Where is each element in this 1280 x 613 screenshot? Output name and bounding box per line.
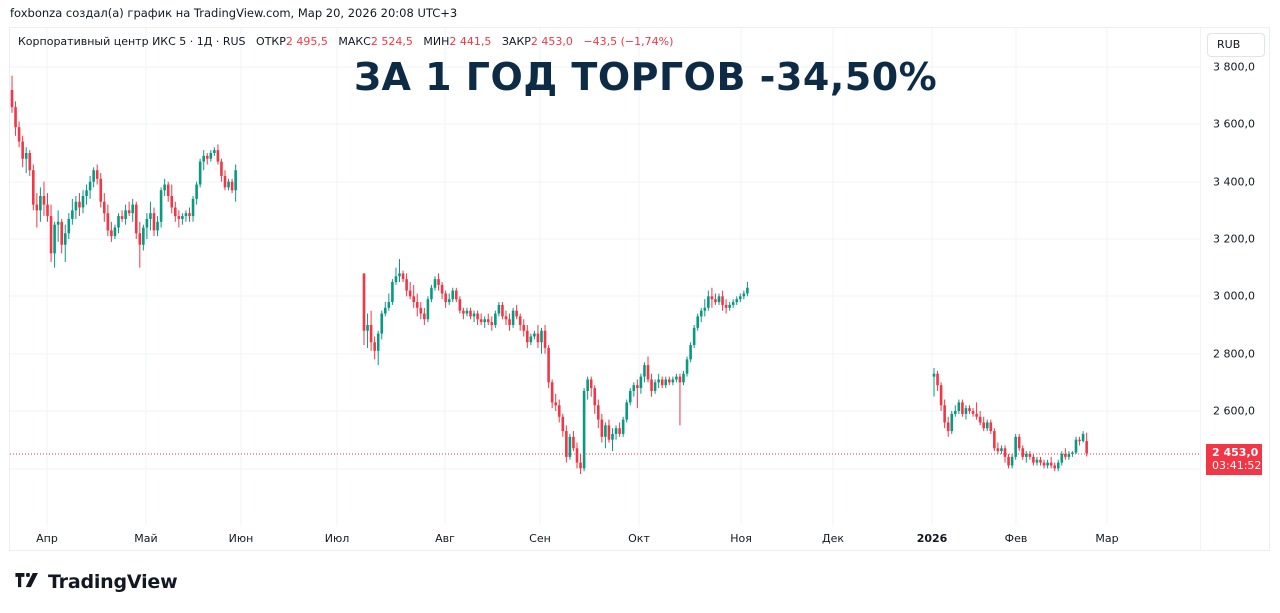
time-tick-label: Ноя xyxy=(730,532,752,545)
low-value: 2 441,5 xyxy=(449,35,492,48)
price-axis-separator xyxy=(1200,27,1201,551)
last-price-value: 2 453,0 xyxy=(1212,446,1259,459)
time-tick-label: Дек xyxy=(821,532,845,545)
price-tick-label: 3 400,0 xyxy=(1213,175,1255,189)
high-label: МАКС xyxy=(338,35,371,48)
chart-frame[interactable] xyxy=(9,27,1270,551)
bar-countdown: 03:41:52 xyxy=(1212,459,1262,472)
time-tick-label: Апр xyxy=(36,532,58,545)
time-tick-label: Окт xyxy=(628,532,650,545)
low-label: МИН xyxy=(423,35,450,48)
price-tick-label: 3 600,0 xyxy=(1213,117,1255,131)
time-tick-label: Май xyxy=(134,532,158,545)
time-tick-label: Мар xyxy=(1095,532,1119,545)
price-tick-label: 3 800,0 xyxy=(1213,60,1255,74)
price-tick-label: 2 800,0 xyxy=(1213,347,1255,361)
grid-lines xyxy=(10,28,1200,525)
candles xyxy=(10,75,1088,475)
last-price-tag: 2 453,0 03:41:52 xyxy=(1206,444,1262,475)
open-value: 2 495,5 xyxy=(285,35,328,48)
annotation-title: ЗА 1 ГОД ТОРГОВ -34,50% xyxy=(354,55,938,99)
currency-button[interactable]: RUB xyxy=(1207,33,1265,57)
price-tick-label: 3 000,0 xyxy=(1213,289,1255,303)
tradingview-logo-icon xyxy=(15,573,38,588)
chart-credit: foxbonza создал(а) график на TradingView… xyxy=(10,6,458,20)
price-tick-label: 2 600,0 xyxy=(1213,404,1255,418)
change-value: −43,5 (−1,74%) xyxy=(583,35,674,48)
time-tick-label: Фев xyxy=(1004,532,1028,545)
time-tick-label: Июл xyxy=(324,532,350,545)
symbol-legend: Корпоративный центр ИКС 5 · 1Д · RUS ОТК… xyxy=(18,35,673,48)
price-tick-label: 3 200,0 xyxy=(1213,232,1255,246)
high-value: 2 524,5 xyxy=(370,35,413,48)
brand-name: TradingView xyxy=(48,571,178,593)
time-tick-label: Сен xyxy=(529,532,551,545)
close-label: ЗАКР xyxy=(501,35,531,48)
symbol-name[interactable]: Корпоративный центр ИКС 5 · 1Д · RUS xyxy=(18,35,246,48)
time-tick-label: Авг xyxy=(435,532,455,545)
close-value: 2 453,0 xyxy=(530,35,573,48)
tradingview-brand: TradingView xyxy=(12,571,178,593)
open-label: ОТКР xyxy=(256,35,286,48)
time-tick-label: Июн xyxy=(228,532,254,545)
time-tick-label: 2026 xyxy=(916,532,948,545)
